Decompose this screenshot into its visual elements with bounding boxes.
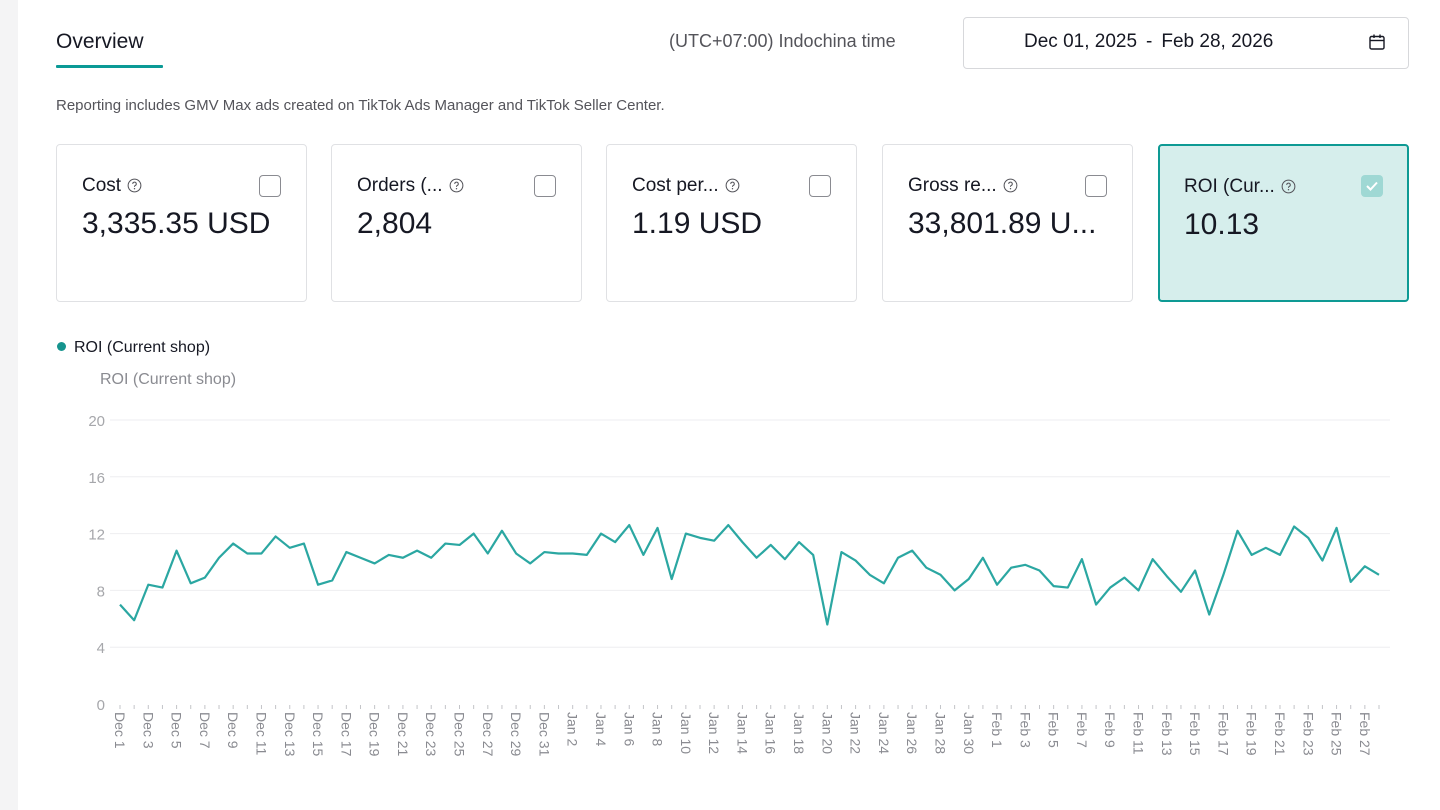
metric-value: 10.13 xyxy=(1184,208,1260,241)
metric-card[interactable]: Gross re... 33,801.89 U... xyxy=(882,144,1133,302)
date-start: Dec 01, 2025 xyxy=(1024,31,1138,52)
metric-checkbox[interactable] xyxy=(1085,175,1107,197)
x-tick-label: Feb 1 xyxy=(989,712,1005,748)
metric-checkbox[interactable] xyxy=(1361,175,1383,197)
x-tick-label: Feb 3 xyxy=(1017,712,1033,748)
metric-value: 1.19 USD xyxy=(632,207,763,240)
x-tick-label: Jan 20 xyxy=(819,712,835,754)
x-tick-label: Feb 17 xyxy=(1215,712,1231,756)
y-tick-label: 4 xyxy=(97,640,105,657)
x-tick-label: Dec 19 xyxy=(367,712,383,757)
help-circle-icon[interactable] xyxy=(127,178,142,193)
x-tick-label: Jan 16 xyxy=(763,712,779,754)
x-tick-label: Dec 31 xyxy=(536,712,552,757)
x-tick-label: Dec 3 xyxy=(140,712,156,749)
date-range-text: Dec 01, 2025- Feb 28, 2026 xyxy=(1024,31,1273,53)
left-panel-edge xyxy=(0,0,18,810)
metric-label: Gross re... xyxy=(908,175,1018,197)
metric-label: Cost per... xyxy=(632,175,740,197)
metric-value: 33,801.89 U... xyxy=(908,207,1097,240)
date-separator: - xyxy=(1146,31,1153,52)
x-tick-label: Jan 26 xyxy=(904,712,920,754)
y-tick-label: 0 xyxy=(97,697,105,714)
y-axis-title: ROI (Current shop) xyxy=(100,371,237,388)
timezone-label: (UTC+07:00) Indochina time xyxy=(669,31,896,51)
x-tick-label: Feb 27 xyxy=(1357,712,1373,756)
metric-value: 3,335.35 USD xyxy=(82,207,271,240)
x-tick-label: Feb 21 xyxy=(1272,712,1288,756)
metric-card[interactable]: Orders (... 2,804 xyxy=(331,144,582,302)
x-tick-label: Feb 11 xyxy=(1131,712,1147,755)
help-circle-icon[interactable] xyxy=(725,178,740,193)
x-tick-label: Jan 8 xyxy=(650,712,666,746)
metric-card[interactable]: ROI (Cur... 10.13 xyxy=(1158,144,1409,302)
y-tick-label: 12 xyxy=(88,527,105,544)
x-tick-label: Dec 1 xyxy=(112,712,128,749)
metric-value: 2,804 xyxy=(357,207,433,240)
x-tick-label: Dec 5 xyxy=(169,712,185,749)
x-tick-label: Feb 7 xyxy=(1074,712,1090,748)
metric-card[interactable]: Cost 3,335.35 USD xyxy=(56,144,307,302)
x-tick-label: Jan 28 xyxy=(932,712,948,754)
metric-label-text: Gross re... xyxy=(908,175,997,196)
x-tick-label: Dec 21 xyxy=(395,712,411,757)
help-circle-icon[interactable] xyxy=(1281,179,1296,194)
x-tick-label: Feb 19 xyxy=(1244,712,1260,756)
x-tick-label: Feb 15 xyxy=(1187,712,1203,756)
metric-checkbox[interactable] xyxy=(534,175,556,197)
roi-line-chart: 0 4 8 12 16 20 Dec 1 Dec 3 Dec 5 Dec 7 Dec 9 Dec 11… xyxy=(88,413,1390,757)
x-tick-label: Dec 9 xyxy=(225,712,241,749)
metric-label: Cost xyxy=(82,175,142,197)
date-range-picker[interactable]: Dec 01, 2025- Feb 28, 2026 xyxy=(963,17,1409,69)
x-tick-label: Jan 22 xyxy=(848,712,864,754)
x-tick-label: Dec 15 xyxy=(310,712,326,757)
x-tick-label: Jan 10 xyxy=(678,712,694,754)
date-end: Feb 28, 2026 xyxy=(1161,31,1274,52)
metric-label-text: Cost xyxy=(82,175,122,196)
chart-legend[interactable]: ROI (Current shop) xyxy=(57,339,210,357)
x-tick-label: Jan 30 xyxy=(961,712,977,754)
reporting-note: Reporting includes GMV Max ads created o… xyxy=(56,97,665,114)
x-tick-label: Jan 2 xyxy=(565,712,581,746)
help-circle-icon[interactable] xyxy=(449,178,464,193)
x-tick-label: Dec 17 xyxy=(338,712,354,757)
metric-label: ROI (Cur... xyxy=(1184,176,1296,198)
roi-series-line xyxy=(119,523,1380,626)
tab-active-indicator xyxy=(56,65,163,68)
metric-label-text: Cost per... xyxy=(632,175,719,196)
legend-marker xyxy=(57,342,66,351)
x-tick-label: Jan 14 xyxy=(734,712,750,754)
metric-checkbox[interactable] xyxy=(259,175,281,197)
legend-label: ROI (Current shop) xyxy=(74,339,211,356)
help-circle-icon[interactable] xyxy=(1003,178,1018,193)
x-tick-label: Dec 25 xyxy=(452,712,468,757)
x-tick-label: Dec 29 xyxy=(508,712,524,757)
metric-card[interactable]: Cost per... 1.19 USD xyxy=(606,144,857,302)
metric-checkbox[interactable] xyxy=(809,175,831,197)
x-tick-label: Dec 23 xyxy=(423,712,439,757)
x-tick-label: Feb 13 xyxy=(1159,712,1175,756)
x-tick-label: Feb 5 xyxy=(1046,712,1062,748)
y-tick-label: 8 xyxy=(97,583,105,600)
x-tick-label: Dec 27 xyxy=(480,712,496,757)
tab-overview[interactable]: Overview xyxy=(56,30,144,53)
x-tick-label: Feb 23 xyxy=(1300,712,1316,756)
x-tick-label: Jan 12 xyxy=(706,712,722,754)
x-tick-label: Jan 4 xyxy=(593,712,609,746)
metric-label-text: Orders (... xyxy=(357,175,443,196)
x-tick-label: Dec 11 xyxy=(253,712,269,756)
x-tick-label: Feb 9 xyxy=(1102,712,1118,748)
calendar-icon[interactable] xyxy=(1368,33,1386,51)
x-tick-label: Jan 18 xyxy=(791,712,807,754)
metric-label: Orders (... xyxy=(357,175,464,197)
x-tick-label: Dec 13 xyxy=(282,712,298,757)
metric-label-text: ROI (Cur... xyxy=(1184,176,1275,197)
y-tick-label: 20 xyxy=(88,413,105,430)
y-tick-label: 16 xyxy=(88,470,105,487)
check-icon xyxy=(1366,181,1378,191)
x-tick-label: Jan 6 xyxy=(621,712,637,746)
x-tick-label: Dec 7 xyxy=(197,712,213,749)
x-tick-label: Feb 25 xyxy=(1329,712,1345,756)
x-tick-label: Jan 24 xyxy=(876,712,892,754)
